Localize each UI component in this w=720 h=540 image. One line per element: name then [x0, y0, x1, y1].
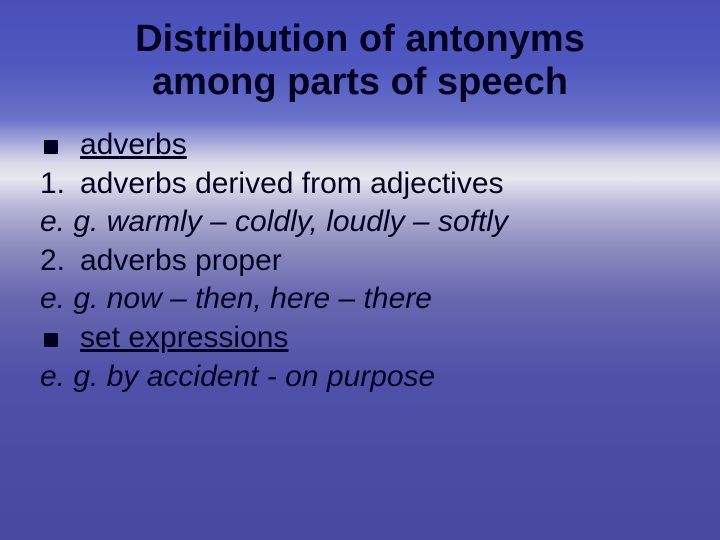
body-text: e. g. now – then, here – there — [40, 281, 680, 318]
body-text: adverbs — [80, 127, 680, 164]
body-line: e. g. warmly – coldly, loudly – softly — [40, 204, 680, 241]
list-number: 1. — [40, 166, 80, 203]
square-bullet-icon — [40, 127, 80, 164]
list-number: 2. — [40, 243, 80, 280]
body-line: adverbs — [40, 127, 680, 164]
body-text: adverbs derived from adjectives — [80, 166, 680, 203]
slide: Distribution of antonyms among parts of … — [0, 0, 720, 540]
body-text: e. g. warmly – coldly, loudly – softly — [40, 204, 680, 241]
title-line-1: Distribution of antonyms — [40, 18, 680, 61]
square-bullet-icon — [40, 320, 80, 357]
slide-body: adverbs1.adverbs derived from adjectives… — [40, 127, 680, 395]
body-line: e. g. by accident - on purpose — [40, 359, 680, 396]
body-line: 1.adverbs derived from adjectives — [40, 166, 680, 203]
body-text: e. g. by accident - on purpose — [40, 359, 680, 396]
body-line: e. g. now – then, here – there — [40, 281, 680, 318]
slide-title: Distribution of antonyms among parts of … — [40, 18, 680, 103]
title-line-2: among parts of speech — [40, 61, 680, 104]
body-text: adverbs proper — [80, 243, 680, 280]
body-line: set expressions — [40, 320, 680, 357]
body-text: set expressions — [80, 320, 680, 357]
body-line: 2.adverbs proper — [40, 243, 680, 280]
